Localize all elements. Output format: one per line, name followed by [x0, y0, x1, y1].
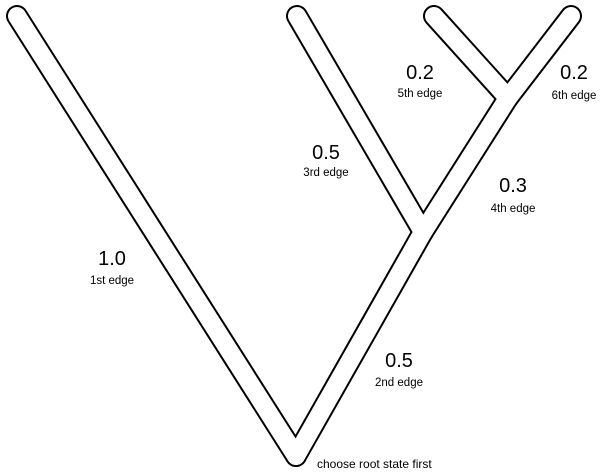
branch-3rd-edge-fill [288, 7, 432, 241]
edge-4-name: 4th edge [490, 203, 536, 215]
branch-4th-edge-fill [414, 89, 517, 241]
edge-2-length: 0.5 [385, 350, 413, 372]
edge-2-name: 2nd edge [375, 377, 423, 389]
root-note: choose root state first [317, 457, 432, 471]
branch-6th-edge-fill [499, 7, 580, 107]
edge-3-length: 0.5 [312, 142, 340, 164]
edge-5-name: 5th edge [397, 88, 443, 100]
branch-fills [8, 7, 580, 465]
edge-3-name: 3rd edge [303, 167, 349, 179]
branch-5th-edge-fill [425, 7, 517, 107]
edge-1-length: 1.0 [98, 248, 126, 270]
edge-6-length: 0.2 [560, 62, 588, 84]
edge-5-length: 0.2 [406, 62, 434, 84]
branch-1st-edge-fill [8, 7, 305, 465]
edge-6-name: 6th edge [551, 90, 597, 102]
edge-1-name: 1st edge [89, 275, 135, 287]
edge-4-length: 0.3 [499, 175, 527, 197]
branch-2nd-edge-fill [287, 223, 432, 465]
